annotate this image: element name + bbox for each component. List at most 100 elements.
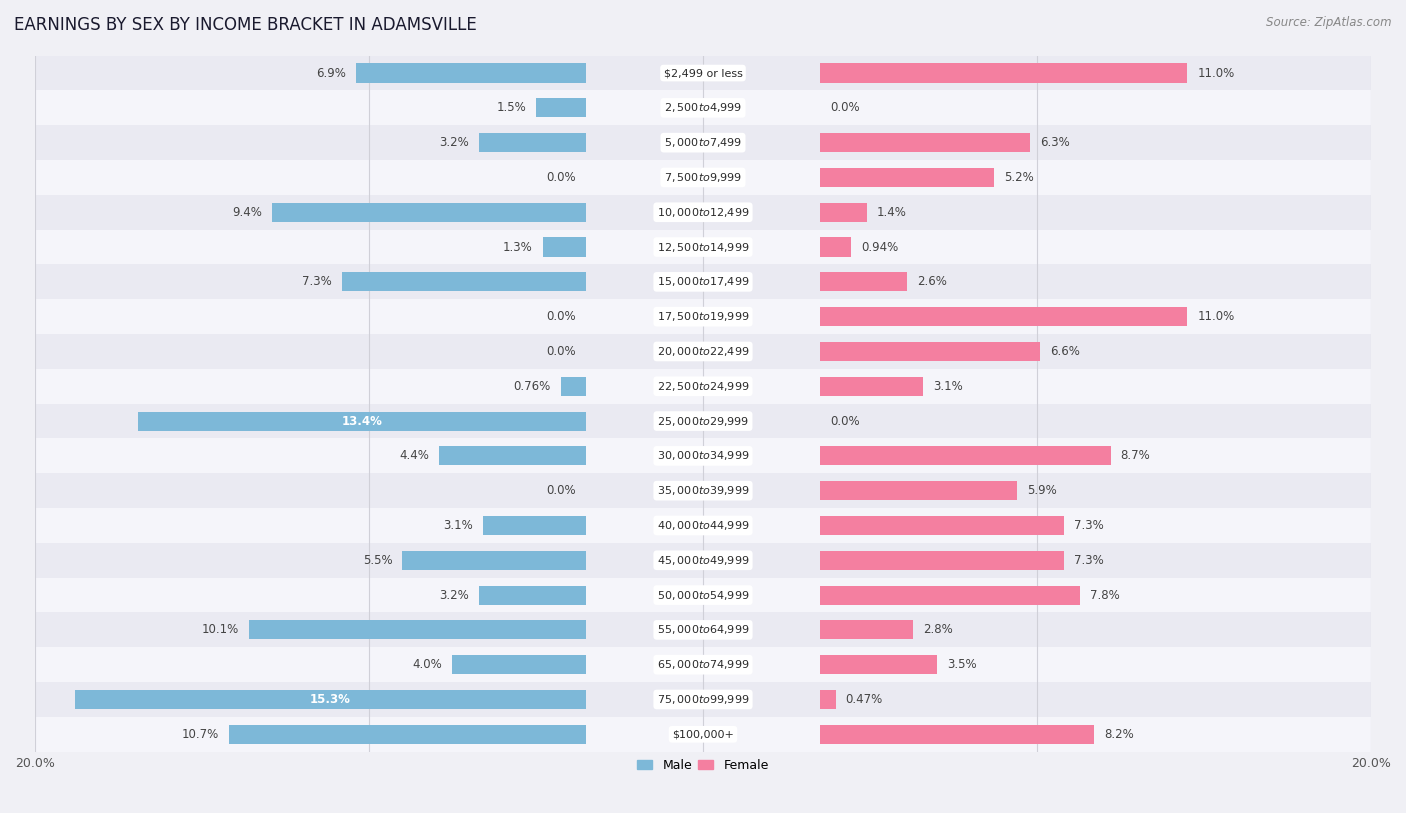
Bar [820,550,1064,570]
Text: $22,500 to $24,999: $22,500 to $24,999 [657,380,749,393]
Bar [820,585,1080,605]
Bar [479,133,586,152]
Bar [35,682,1371,717]
Text: 0.94%: 0.94% [862,241,898,254]
Bar [35,508,1371,543]
Bar [820,655,936,674]
Bar [35,543,1371,578]
Bar [35,264,1371,299]
Bar [820,481,1017,500]
Bar [820,620,914,640]
Text: 6.6%: 6.6% [1050,345,1080,358]
Text: 0.0%: 0.0% [547,311,576,323]
Bar [35,578,1371,612]
Text: $2,500 to $4,999: $2,500 to $4,999 [664,102,742,115]
Text: 0.0%: 0.0% [547,171,576,184]
Bar [229,724,586,744]
Text: $45,000 to $49,999: $45,000 to $49,999 [657,554,749,567]
Bar [342,272,586,291]
Bar [35,717,1371,752]
Text: 6.3%: 6.3% [1040,136,1070,149]
Bar [439,446,586,466]
Text: 3.1%: 3.1% [934,380,963,393]
Text: 8.2%: 8.2% [1104,728,1133,741]
Bar [35,229,1371,264]
Text: 0.47%: 0.47% [845,693,883,706]
Bar [820,133,1031,152]
Text: 3.2%: 3.2% [440,589,470,602]
Bar [453,655,586,674]
Text: 0.0%: 0.0% [547,345,576,358]
Text: 0.76%: 0.76% [513,380,551,393]
Bar [249,620,586,640]
Bar [35,299,1371,334]
Text: 1.3%: 1.3% [503,241,533,254]
Text: $75,000 to $99,999: $75,000 to $99,999 [657,693,749,706]
Bar [402,550,586,570]
Text: 0.0%: 0.0% [830,102,859,115]
Bar [820,690,835,709]
Text: 3.2%: 3.2% [440,136,470,149]
Text: $12,500 to $14,999: $12,500 to $14,999 [657,241,749,254]
Bar [820,342,1040,361]
Text: 0.0%: 0.0% [547,485,576,498]
Text: $7,500 to $9,999: $7,500 to $9,999 [664,171,742,184]
Bar [820,202,866,222]
Bar [35,334,1371,369]
Text: $40,000 to $44,999: $40,000 to $44,999 [657,519,749,532]
Bar [273,202,586,222]
Text: 1.5%: 1.5% [496,102,526,115]
Text: 15.3%: 15.3% [311,693,352,706]
Text: $2,499 or less: $2,499 or less [664,68,742,78]
Text: $17,500 to $19,999: $17,500 to $19,999 [657,311,749,323]
Bar [820,516,1064,535]
Text: 6.9%: 6.9% [316,67,346,80]
Bar [35,125,1371,160]
Text: 9.4%: 9.4% [232,206,262,219]
Bar [35,55,1371,90]
Bar [35,404,1371,438]
Text: 5.5%: 5.5% [363,554,392,567]
Bar [482,516,586,535]
Text: 8.7%: 8.7% [1121,450,1150,463]
Bar [479,585,586,605]
Text: $25,000 to $29,999: $25,000 to $29,999 [657,415,749,428]
Text: 2.8%: 2.8% [924,624,953,637]
Bar [35,90,1371,125]
Bar [820,307,1187,326]
Bar [138,411,586,431]
Text: 7.3%: 7.3% [1074,519,1104,532]
Text: $10,000 to $12,499: $10,000 to $12,499 [657,206,749,219]
Text: 7.3%: 7.3% [1074,554,1104,567]
Bar [820,376,924,396]
Text: 11.0%: 11.0% [1198,311,1234,323]
Bar [75,690,586,709]
Bar [356,63,586,83]
Bar [820,63,1187,83]
Text: $100,000+: $100,000+ [672,729,734,739]
Text: 4.0%: 4.0% [413,659,443,672]
Bar [536,98,586,117]
Text: $30,000 to $34,999: $30,000 to $34,999 [657,450,749,463]
Bar [35,438,1371,473]
Bar [820,168,994,187]
Text: $50,000 to $54,999: $50,000 to $54,999 [657,589,749,602]
Text: 3.1%: 3.1% [443,519,472,532]
Text: 7.3%: 7.3% [302,276,332,289]
Bar [35,473,1371,508]
Bar [820,724,1094,744]
Text: 0.0%: 0.0% [830,415,859,428]
Text: $20,000 to $22,499: $20,000 to $22,499 [657,345,749,358]
Bar [35,160,1371,195]
Text: Source: ZipAtlas.com: Source: ZipAtlas.com [1267,16,1392,29]
Text: 3.5%: 3.5% [946,659,977,672]
Text: $55,000 to $64,999: $55,000 to $64,999 [657,624,749,637]
Legend: Male, Female: Male, Female [633,754,773,776]
Text: $65,000 to $74,999: $65,000 to $74,999 [657,659,749,672]
Text: $15,000 to $17,499: $15,000 to $17,499 [657,276,749,289]
Text: EARNINGS BY SEX BY INCOME BRACKET IN ADAMSVILLE: EARNINGS BY SEX BY INCOME BRACKET IN ADA… [14,16,477,34]
Text: 5.2%: 5.2% [1004,171,1033,184]
Bar [820,272,907,291]
Text: 10.7%: 10.7% [181,728,219,741]
Bar [561,376,586,396]
